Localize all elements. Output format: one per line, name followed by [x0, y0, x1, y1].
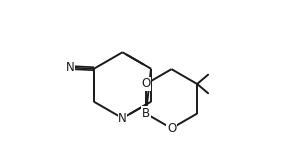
Text: O: O	[141, 77, 151, 90]
Text: N: N	[118, 112, 127, 125]
Text: O: O	[167, 122, 176, 135]
Text: B: B	[142, 107, 150, 120]
Text: N: N	[66, 61, 75, 74]
